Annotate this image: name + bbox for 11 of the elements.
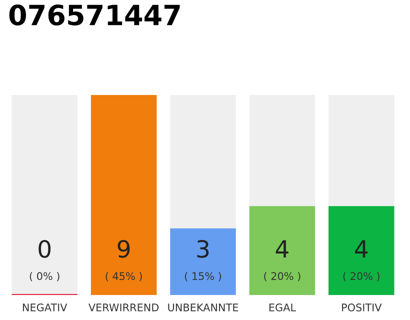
data-label: 3 ( 15% ) xyxy=(184,240,222,282)
data-label: 0 ( 0% ) xyxy=(30,240,60,282)
data-label: 4 ( 20% ) xyxy=(343,240,380,282)
x-tick-label: POSITIV xyxy=(342,304,382,312)
x-tick-label: NEGATIV xyxy=(22,304,68,312)
x-tick-label: EGAL xyxy=(269,304,296,312)
x-tick-label: UNBEKANNTE xyxy=(168,304,238,312)
data-label: 4 ( 20% ) xyxy=(264,240,300,282)
chart-title: 076571447 xyxy=(9,4,180,26)
data-label: 9 ( 45% ) xyxy=(106,240,142,282)
x-tick-label: VERWIRREND xyxy=(88,304,159,312)
